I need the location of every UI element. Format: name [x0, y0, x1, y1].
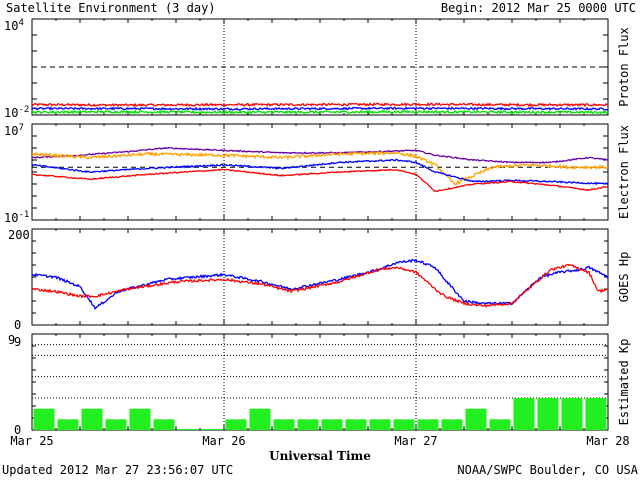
x-tick-label-3: Mar 28	[586, 434, 629, 448]
panel-frame	[31, 228, 609, 326]
kp-bar-20	[513, 398, 535, 430]
kp-bar-3	[105, 419, 127, 430]
y-tick-label: 9	[14, 335, 21, 349]
y-tick-label: 200	[8, 228, 30, 242]
panel-1: Electron Flux 107 10-1	[4, 123, 631, 225]
y-axis-label: GOES Hp	[617, 252, 631, 303]
x-tick-label-0: Mar 25	[10, 434, 53, 448]
y-tick-label: 10-2	[4, 105, 29, 120]
y-tick-label: 107	[4, 123, 24, 138]
panel-3: Estimated Kp 9 0 9	[8, 333, 631, 437]
x-axis-label: Universal Time	[269, 449, 371, 463]
series-line-0	[31, 101, 609, 108]
kp-bar-11	[297, 419, 319, 430]
kp-bar-1	[57, 419, 79, 430]
y-tick-label: 0	[14, 318, 21, 332]
kp-bar-22	[561, 398, 583, 430]
figure-title: Satellite Environment (3 day)	[6, 1, 216, 15]
kp-bar-18	[465, 408, 487, 430]
series-line-2	[31, 109, 609, 115]
x-tick-label-2: Mar 27	[394, 434, 437, 448]
source-credit: NOAA/SWPC Boulder, CO USA	[457, 463, 638, 477]
updated-timestamp: Updated 2012 Mar 27 23:56:07 UTC	[2, 463, 233, 477]
kp-bar-23	[585, 398, 607, 430]
series-line-0	[31, 146, 609, 164]
y-axis-label: Proton Flux	[617, 27, 631, 106]
panel-frame	[31, 123, 609, 221]
panel-2: GOES Hp 200 0	[8, 228, 631, 332]
kp-bar-19	[489, 419, 511, 430]
kp-bar-7	[201, 428, 223, 430]
series-line-1	[31, 106, 609, 111]
kp-bar-13	[345, 419, 367, 430]
y-axis-label: Estimated Kp	[617, 339, 631, 426]
series-line-2	[31, 158, 609, 186]
series-line-1	[31, 263, 609, 308]
kp-bar-14	[369, 419, 391, 430]
y-axis-label: Electron Flux	[617, 125, 631, 219]
kp-bar-16	[417, 419, 439, 430]
y-tick-label: 0	[14, 423, 21, 437]
kp-bar-8	[225, 419, 247, 430]
kp-bar-12	[321, 419, 343, 430]
kp-bar-4	[129, 408, 151, 430]
begin-timestamp: Begin: 2012 Mar 25 0000 UTC	[441, 1, 636, 15]
kp-bar-2	[81, 408, 103, 430]
kp-bar-17	[441, 419, 463, 430]
series-line-3	[31, 168, 609, 193]
y-tick-label: 10-1	[4, 210, 29, 225]
x-tick-label-1: Mar 26	[202, 434, 245, 448]
kp-bar-10	[273, 419, 295, 430]
kp-bar-21	[537, 398, 559, 430]
kp-bar-0	[33, 408, 55, 430]
y-tick-label: 9	[8, 333, 15, 347]
kp-bar-6	[177, 428, 199, 430]
kp-bar-5	[153, 419, 175, 430]
kp-bar-9	[249, 408, 271, 430]
series-line-1	[31, 150, 609, 186]
kp-bar-15	[393, 419, 415, 430]
y-tick-label: 104	[4, 18, 24, 33]
panel-0: Proton Flux 104 10-2	[4, 18, 631, 120]
